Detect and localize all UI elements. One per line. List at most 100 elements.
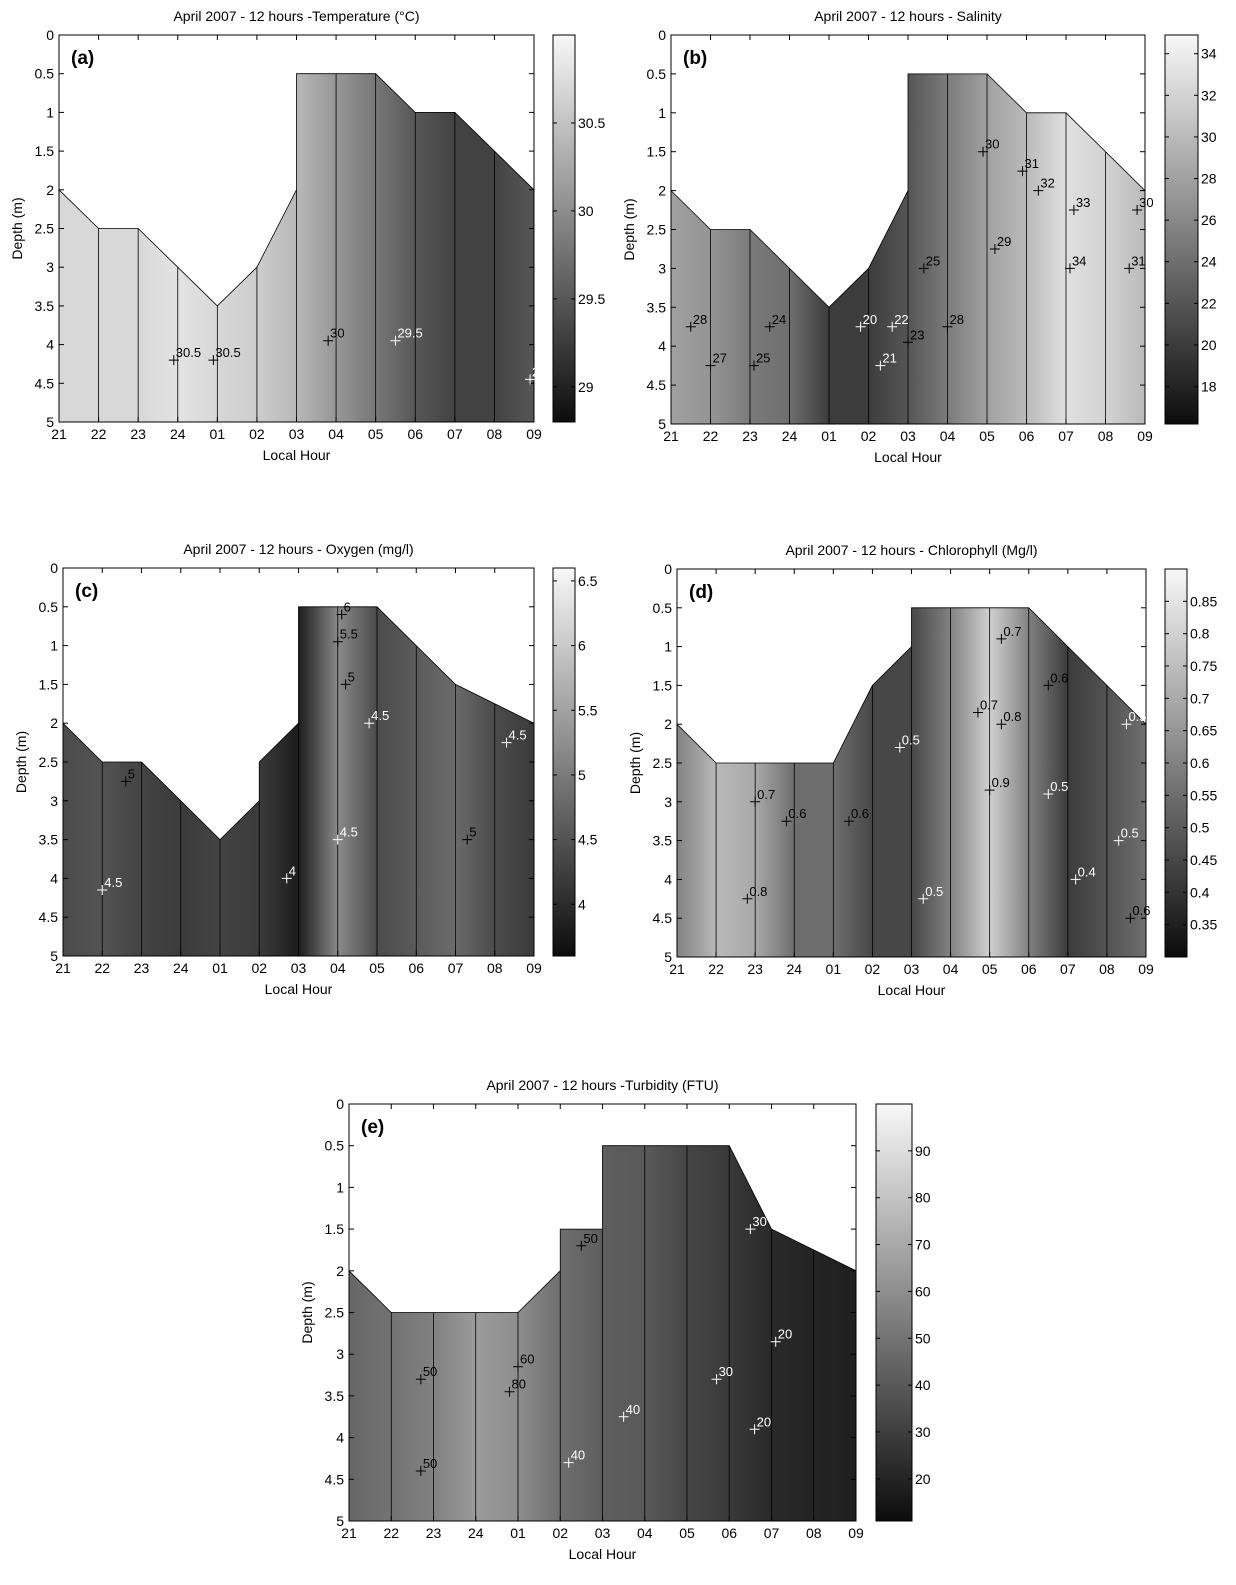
contour-label: 24 <box>772 312 786 327</box>
contour-label: 4.5 <box>104 875 122 890</box>
x-tick-label: 03 <box>900 428 916 444</box>
x-tick-label: 21 <box>55 960 71 976</box>
colorbar-tick-label: 0.5 <box>1190 820 1210 836</box>
contour-label-marker <box>918 263 929 274</box>
contour-label: 30.5 <box>215 345 240 360</box>
contour-label: 20 <box>757 1414 771 1429</box>
y-tick-label: 4.5 <box>39 909 59 925</box>
contour-label: 5 <box>128 766 135 781</box>
y-tick-label: 1 <box>46 104 54 120</box>
contour-label: 60 <box>520 1352 534 1367</box>
contour-label: 31 <box>1025 156 1039 171</box>
y-tick-label: 4.5 <box>653 910 673 926</box>
colorbar-tick-label: 20 <box>915 1471 931 1487</box>
contour-label: 21 <box>882 351 896 366</box>
x-tick-label: 08 <box>487 960 503 976</box>
contour-label-marker <box>1033 185 1044 196</box>
contour-label-marker <box>918 893 929 904</box>
x-tick-label: 05 <box>979 428 995 444</box>
x-tick-label: 07 <box>447 426 463 442</box>
contour-label-marker <box>336 609 347 620</box>
y-tick-label: 5 <box>46 414 54 430</box>
x-tick-label: 07 <box>448 960 464 976</box>
colorbar-tick-label: 6 <box>578 638 586 654</box>
colorbar <box>552 567 576 957</box>
contour-label: 0.8 <box>749 884 767 899</box>
panel-b: 21 22 23 24 01 02 03 04 05 06 07 08 0900.511.522.533… <box>621 8 1217 465</box>
contour-label: 5 <box>469 825 476 840</box>
contour-label: 0.5 <box>925 884 943 899</box>
x-tick-label: 23 <box>747 961 763 977</box>
y-tick-label: 1 <box>658 105 666 121</box>
y-tick-label: 3 <box>664 794 672 810</box>
contour-label: 30 <box>330 326 344 341</box>
contour-label-marker <box>887 321 898 332</box>
colorbar-tick-label: 0.35 <box>1190 917 1217 933</box>
contour-label: 0.5 <box>902 732 920 747</box>
y-tick-label: 3 <box>50 793 58 809</box>
contour-label-marker <box>618 1411 629 1422</box>
panel-a: 21 22 23 24 01 02 03 04 05 06 07 08 09 0 0.5 1 1.5 2 2.5 3 3… <box>9 8 605 463</box>
colorbar-tick-label: 22 <box>1201 295 1217 311</box>
y-tick-label: 0.5 <box>325 1138 345 1154</box>
contour-label-marker <box>781 816 792 827</box>
contour-label: 22 <box>894 312 908 327</box>
contour-label-marker <box>120 776 131 787</box>
y-tick-label: 4.5 <box>35 375 55 391</box>
x-tick-label: 21 <box>51 426 67 442</box>
contour-label: 30 <box>985 137 999 152</box>
colorbar-tick-label: 0.85 <box>1190 593 1217 609</box>
y-tick-label: 4 <box>46 337 54 353</box>
colorbar-tick-label: 80 <box>915 1190 931 1206</box>
contour-label: 30.5 <box>176 345 201 360</box>
contour-label: 6 <box>344 600 351 615</box>
contour-label: 5.5 <box>340 627 358 642</box>
x-tick-label: 04 <box>330 960 346 976</box>
y-tick-label: 0.5 <box>39 599 59 615</box>
panel-letter: (d) <box>689 582 713 603</box>
panel-c: 21 22 23 24 01 02 03 04 05 06 07 08 09 0 0.5 1 1.5 2 2.5 3 3… <box>13 541 598 997</box>
contour-label-marker <box>742 893 753 904</box>
x-tick-label: 08 <box>487 426 503 442</box>
y-tick-label: 0.5 <box>653 600 673 616</box>
contour-label: 30 <box>719 1364 733 1379</box>
y-tick-label: 0.5 <box>35 66 55 82</box>
colorbar <box>875 1103 913 1522</box>
y-tick-label: 2.5 <box>35 221 55 237</box>
colorbar-tick-label: 0.45 <box>1190 852 1217 868</box>
y-tick-label: 3.5 <box>39 832 59 848</box>
x-tick-label: 04 <box>328 426 344 442</box>
contour-label-marker <box>1124 263 1135 274</box>
contour-label-marker <box>168 355 179 366</box>
contour-label: 27 <box>713 351 727 366</box>
colorbar-tick-label: 0.6 <box>1190 755 1210 771</box>
colorbar-tick-label: 40 <box>915 1377 931 1393</box>
x-tick-label: 08 <box>806 1525 822 1541</box>
contour-label: 4.5 <box>340 825 358 840</box>
contour-label: 0.7 <box>1003 624 1021 639</box>
y-tick-label: 3.5 <box>653 833 673 849</box>
contour-label-marker <box>332 834 343 845</box>
contour-label: 0.5 <box>1050 779 1068 794</box>
x-tick-label: 22 <box>383 1525 399 1541</box>
contour-label-marker <box>903 337 913 348</box>
contour-label-marker <box>894 742 905 753</box>
contour-label: 4.5 <box>371 708 389 723</box>
y-tick-label: 4 <box>50 870 58 886</box>
colorbar-tick-label: 24 <box>1201 254 1217 270</box>
panel-letter: (a) <box>71 48 94 69</box>
contour-label: 40 <box>571 1448 585 1463</box>
colorbar-tick-label: 30.5 <box>578 115 605 131</box>
chart-title: April 2007 - 12 hours - Salinity <box>814 8 1002 24</box>
x-tick-label: 02 <box>249 426 265 442</box>
x-tick-label: 04 <box>637 1525 653 1541</box>
x-axis-label: Local Hour <box>263 447 331 463</box>
y-tick-label: 1 <box>50 638 58 654</box>
contour-label: 5 <box>348 669 355 684</box>
contour-label-marker <box>501 737 512 748</box>
y-tick-label: 1.5 <box>325 1221 345 1237</box>
contour-label-marker <box>978 146 989 157</box>
y-axis-label: Depth (m) <box>13 731 29 793</box>
colorbar-tick-label: 4 <box>578 896 586 912</box>
x-tick-label: 01 <box>212 960 228 976</box>
